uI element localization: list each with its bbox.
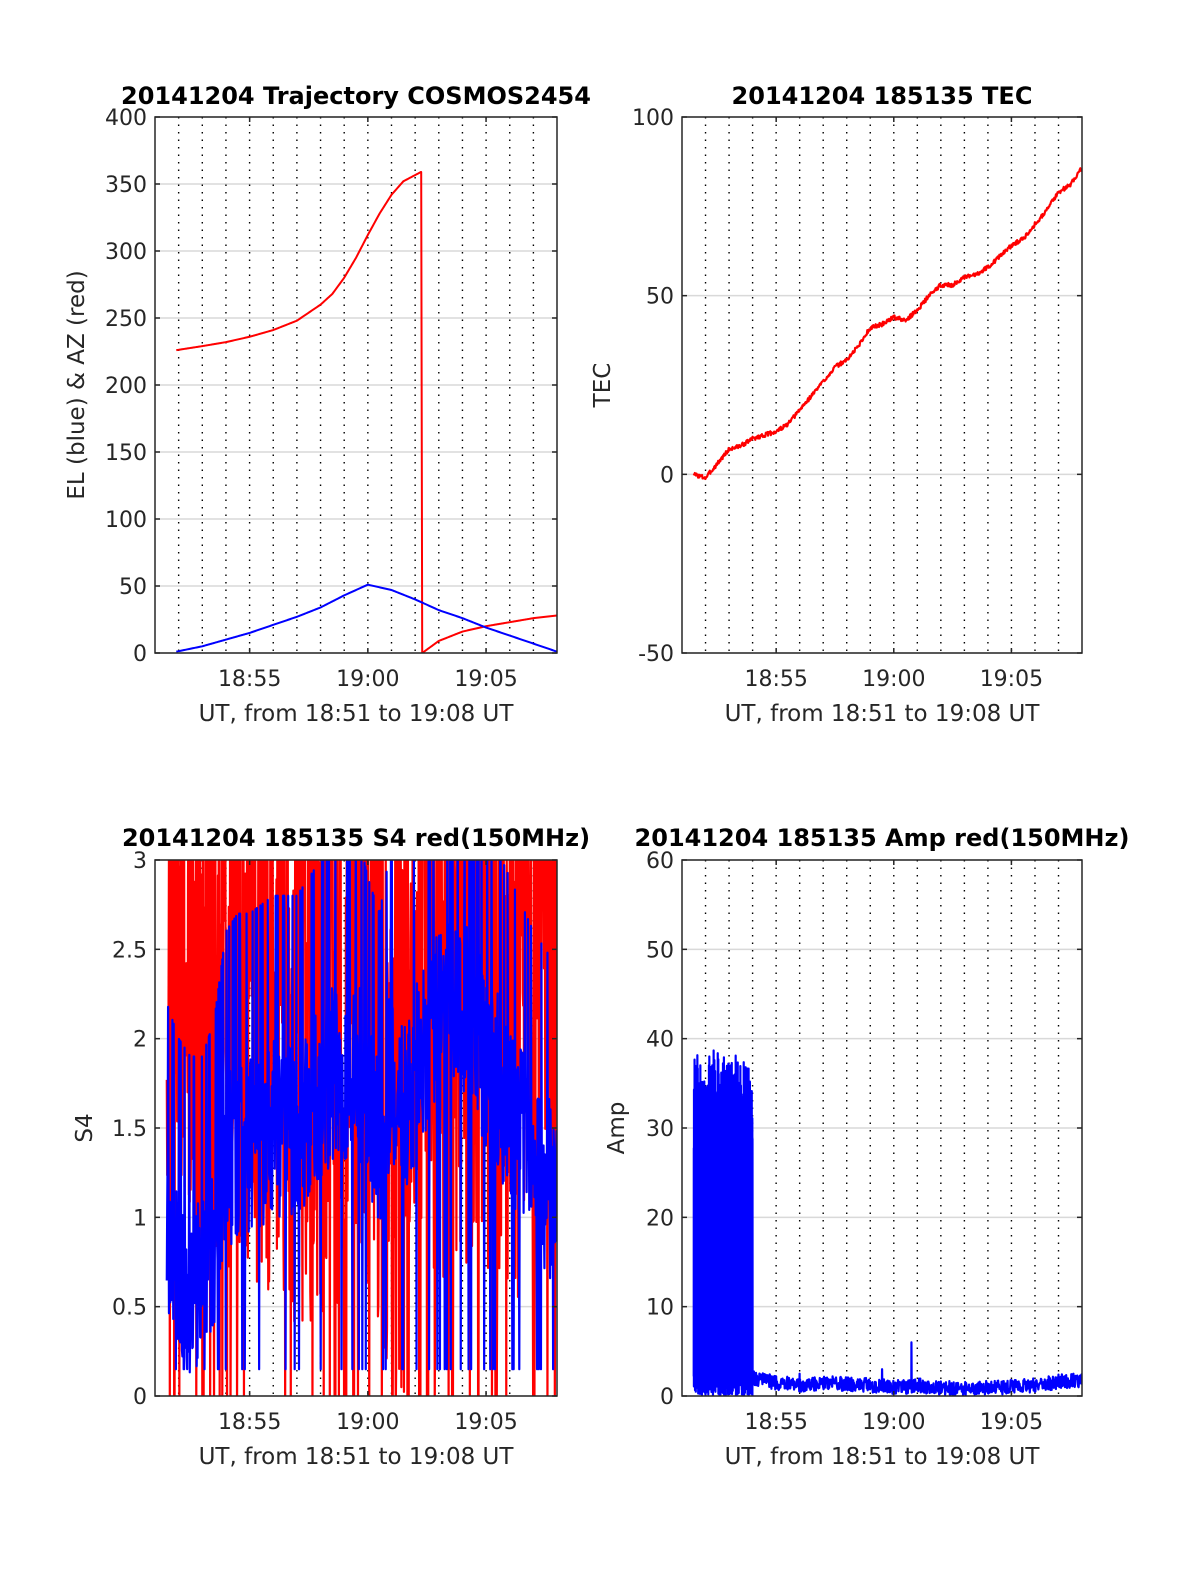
amp-ytick-label-2: 20 [646,1206,674,1231]
trajectory-title: 20141204 Trajectory COSMOS2454 [121,82,591,110]
s4-ytick-label-0: 0 [133,1385,147,1410]
amp-xtick-label-0: 18:55 [744,1410,807,1435]
tec-series-red [692,167,1082,481]
tec-plot-area [682,117,1082,653]
traj-ytick-label-0: 0 [133,642,147,667]
s4-xtick-label-1: 19:00 [336,1410,399,1435]
tec-title: 20141204 185135 TEC [732,82,1033,110]
trajectory-panel: 0 50 100 150 200 250 300 350 400 18:55 19:00 19:05 2… [64,82,591,727]
amp-panel: 0 10 20 30 40 50 60 18:55 19:00 19:05 20141204 185… [604,824,1129,1470]
tec-xtick-label-0: 18:55 [744,667,807,692]
traj-ytick-label-4: 200 [105,374,147,399]
s4-xlabel: UT, from 18:51 to 19:08 UT [199,1444,515,1470]
trajectory-xlabel: UT, from 18:51 to 19:08 UT [199,701,515,727]
amp-ytick-label-4: 40 [646,1028,674,1053]
tec-ytick-label-3: 100 [632,106,674,131]
traj-ytick-label-3: 150 [105,441,147,466]
amp-title: 20141204 185135 Amp red(150MHz) [635,824,1130,852]
s4-ytick-label-5: 2.5 [112,938,147,963]
tec-axes-box [681,116,1083,654]
amp-ylabel: Amp [604,1102,630,1155]
amp-ytick-label-5: 50 [646,938,674,963]
s4-ylabel: S4 [72,1113,98,1142]
traj-series-blue [176,583,557,653]
s4-ytick-label-2: 1 [133,1206,147,1231]
s4-panel: 0 0.5 1 1.5 2 2.5 3 18:55 19:00 19:05 20141204 185… [72,824,590,1470]
traj-xtick-label-1: 19:00 [336,667,399,692]
traj-ytick-label-6: 300 [105,240,147,265]
tec-panel: -50 0 50 100 18:55 19:00 19:05 20141204 185135 … [590,82,1083,727]
amp-ytick-label-1: 10 [646,1296,674,1321]
tec-xtick-label-2: 19:05 [980,667,1043,692]
amp-series-blue [692,1049,1082,1396]
s4-xtick-label-2: 19:05 [454,1410,517,1435]
traj-ytick-label-7: 350 [105,173,147,198]
s4-ytick-label-1: 0.5 [112,1296,147,1321]
s4-ytick-label-4: 2 [133,1028,147,1053]
tec-ytick-label-1: 0 [660,463,674,488]
tec-ytick-label-2: 50 [646,285,674,310]
amp-ytick-label-3: 30 [646,1117,674,1142]
tec-ylabel: TEC [590,363,616,409]
traj-ytick-label-5: 250 [105,307,147,332]
s4-xtick-label-0: 18:55 [218,1410,281,1435]
traj-xtick-label-2: 19:05 [454,667,517,692]
s4-series-blue [165,860,557,1374]
traj-ytick-label-1: 50 [119,575,147,600]
tec-xtick-label-1: 19:00 [862,667,925,692]
amp-xtick-label-1: 19:00 [862,1410,925,1435]
s4-ytick-label-6: 3 [133,849,147,874]
amp-ytick-label-6: 60 [646,849,674,874]
traj-xtick-label-0: 18:55 [218,667,281,692]
s4-ytick-label-3: 1.5 [112,1117,147,1142]
amp-ytick-label-0: 0 [660,1385,674,1410]
traj-ytick-label-2: 100 [105,508,147,533]
amp-xlabel: UT, from 18:51 to 19:08 UT [725,1444,1041,1470]
traj-series-red [176,170,557,653]
tec-ytick-label-0: -50 [638,642,674,667]
amp-xtick-label-2: 19:05 [980,1410,1043,1435]
trajectory-ylabel: EL (blue) & AZ (red) [64,270,90,499]
traj-ytick-label-8: 400 [105,106,147,131]
s4-title: 20141204 185135 S4 red(150MHz) [122,824,590,852]
tec-xlabel: UT, from 18:51 to 19:08 UT [725,701,1041,727]
